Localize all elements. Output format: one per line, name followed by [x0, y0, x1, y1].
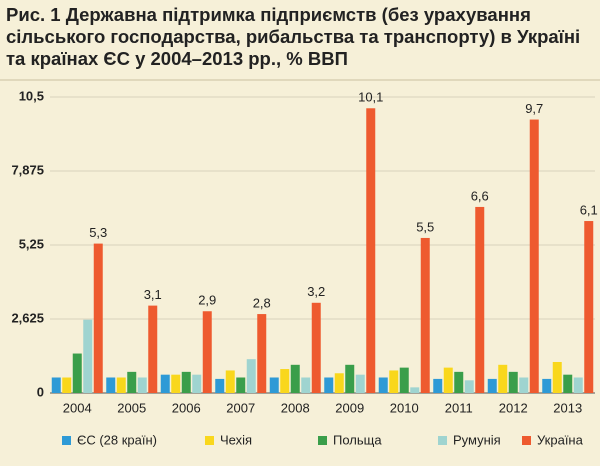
value-label: 9,7	[525, 101, 543, 116]
x-tick-label: 2011	[445, 400, 473, 415]
value-label: 3,1	[144, 287, 162, 302]
bar	[389, 370, 399, 393]
value-label: 2,8	[253, 296, 271, 311]
bar	[552, 361, 562, 393]
legend-swatch	[522, 436, 531, 445]
x-tick-label: 2007	[226, 400, 255, 415]
bar	[93, 243, 103, 393]
bar	[584, 221, 594, 393]
bar	[202, 311, 212, 393]
bar	[454, 371, 464, 393]
bar	[366, 108, 376, 394]
bar	[192, 374, 202, 393]
bar	[72, 353, 82, 393]
bar	[529, 119, 539, 394]
x-tick-label: 2004	[63, 400, 92, 415]
legend-swatch	[438, 436, 447, 445]
y-tick-label: 2,625	[11, 310, 44, 325]
y-tick-label: 7,875	[11, 162, 44, 177]
legend-label: Польща	[333, 432, 382, 447]
legend-label: ЄС (28 країн)	[77, 432, 157, 447]
bar	[280, 369, 290, 393]
bar	[257, 314, 267, 393]
bar	[137, 377, 147, 393]
bar	[225, 370, 235, 393]
x-tick-label: 2006	[172, 400, 201, 415]
x-tick-label: 2013	[553, 400, 582, 415]
legend-swatch	[62, 436, 71, 445]
x-tick-label: 2005	[117, 400, 146, 415]
legend-label: Україна	[537, 432, 584, 447]
bar	[420, 237, 430, 393]
bar	[269, 377, 279, 393]
bar	[51, 377, 61, 393]
x-tick-label: 2008	[281, 400, 310, 415]
value-label: 5,3	[89, 225, 107, 240]
bar	[498, 364, 508, 393]
value-label: 10,1	[358, 90, 383, 105]
bar	[464, 380, 474, 393]
bar	[127, 371, 137, 393]
x-tick-label: 2010	[390, 400, 419, 415]
legend-label: Чехія	[220, 432, 252, 447]
bar	[236, 377, 246, 393]
bar	[410, 387, 420, 393]
legend-swatch	[205, 436, 214, 445]
bar	[83, 319, 93, 393]
x-tick-label: 2012	[499, 400, 528, 415]
bar	[62, 377, 72, 393]
y-tick-label: 10,5	[19, 88, 44, 103]
bar	[160, 374, 170, 393]
bar	[324, 377, 334, 393]
value-label: 2,9	[198, 293, 216, 308]
bar	[148, 305, 158, 393]
bar	[542, 378, 552, 393]
bar	[563, 374, 573, 393]
bar	[443, 367, 453, 393]
legend-swatch	[318, 436, 327, 445]
bar	[301, 377, 311, 393]
legend-label: Румунія	[453, 432, 501, 447]
value-label: 5,5	[416, 219, 434, 234]
bar	[334, 373, 344, 393]
bar	[508, 371, 518, 393]
bar	[399, 367, 409, 393]
value-label: 3,2	[307, 284, 325, 299]
value-label: 6,1	[580, 202, 598, 217]
x-tick-label: 2009	[335, 400, 364, 415]
bar	[116, 377, 126, 393]
bar	[181, 371, 191, 393]
bar	[246, 359, 256, 393]
bar	[355, 374, 365, 393]
bar	[487, 378, 497, 393]
bar	[433, 378, 443, 393]
value-label: 6,6	[471, 188, 489, 203]
bar	[378, 377, 388, 393]
chart-title: Рис. 1 Державна підтримка підприємств (б…	[6, 4, 581, 69]
bar	[475, 206, 485, 393]
bar	[519, 377, 529, 393]
y-tick-label: 5,25	[19, 236, 44, 251]
bar	[171, 374, 181, 393]
bar	[345, 364, 355, 393]
bar	[573, 377, 583, 393]
bar	[311, 302, 321, 393]
bar	[215, 378, 225, 393]
bar	[106, 377, 116, 393]
bar	[290, 364, 300, 393]
y-tick-label: 0	[37, 384, 44, 399]
